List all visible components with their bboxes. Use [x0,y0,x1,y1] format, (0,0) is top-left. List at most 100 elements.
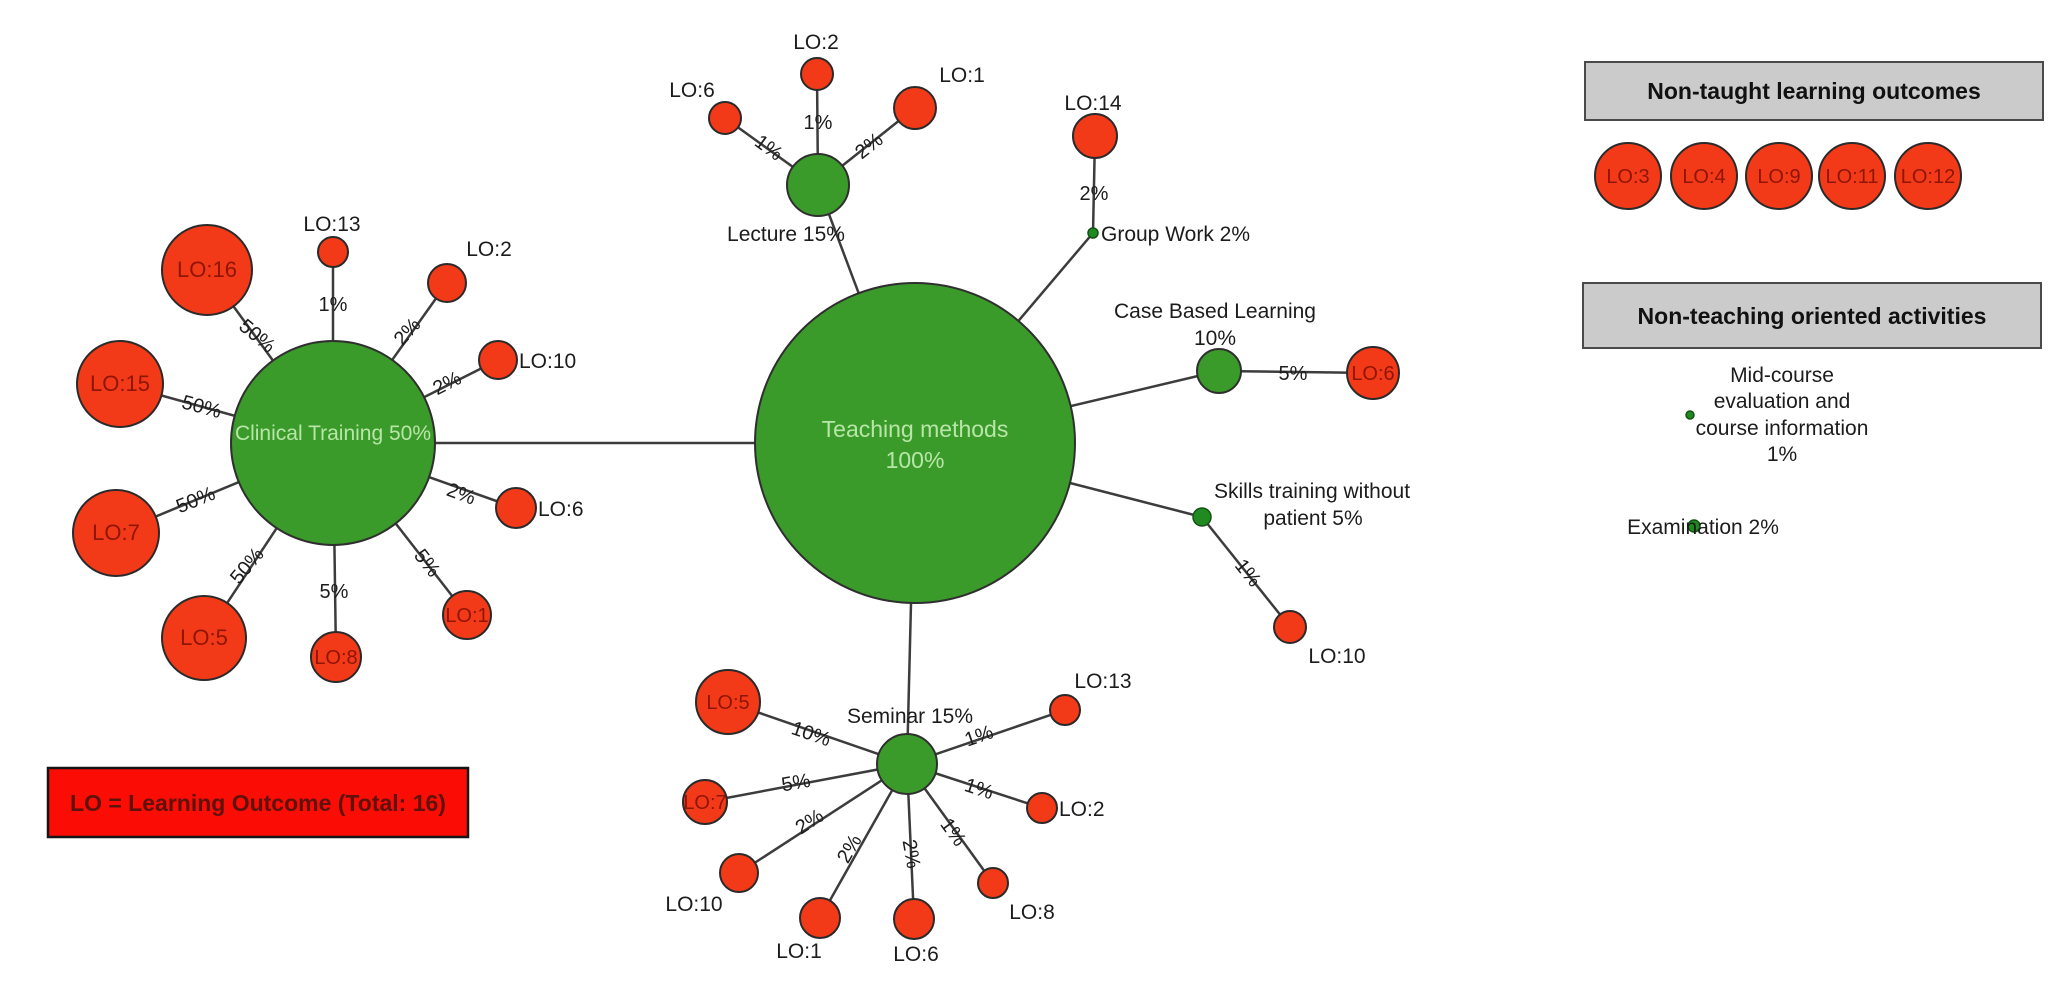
group-work-label: Group Work 2% [1101,223,1250,246]
clinical-lo15-node [76,340,164,428]
seminar-lo8-node [977,867,1009,899]
non-teaching-panel: Non-teaching oriented activities Mid-cou… [1582,282,2042,539]
groupwork-lo14-label: LO:14 [1064,92,1122,115]
casebased-lo6-label: LO:6 [1351,363,1394,385]
groupwork-lo14-pct: 2% [1080,183,1109,205]
seminar-lo6-node [893,898,935,940]
midcourse-line3: course information [1696,417,1869,440]
seminar-lo7-label: LO:7 [683,792,726,814]
seminar-lo7-node [682,779,728,825]
clinical-lo16-pct: 50% [234,315,279,358]
node-labels: Teaching methods 100% Clinical Training … [90,31,1410,966]
clinical-lo8-label: LO:8 [314,647,357,669]
clinical-lo6-label: LO:6 [538,498,584,521]
clinical-lo13-node [317,236,349,268]
seminar-node [876,733,938,795]
lecture-node [786,153,850,217]
legend: LO = Learning Outcome (Total: 16) [46,766,470,839]
clinical-lo2-label: LO:2 [466,238,512,261]
nontaught-lo11-node [1818,142,1886,210]
clinical-lo6-pct: 2% [444,479,479,510]
clinical-lo8-pct: 5% [320,581,349,603]
nontaught-lo3-node [1594,142,1662,210]
midcourse-line2: evaluation and [1714,390,1851,413]
seminar-lo10-label: LO:10 [665,893,722,916]
case-based-label-line1: Case Based Learning [1114,300,1316,323]
seminar-lo10-node [719,853,759,893]
seminar-lo13-label: LO:13 [1074,670,1131,693]
teaching-methods-label-line1: Teaching methods [822,416,1009,442]
legend-box [46,766,470,839]
clinical-lo16-label: LO:16 [177,257,237,282]
seminar-lo6-pct: 2% [898,838,925,871]
edge-seminar-lo10 [738,762,908,875]
skills-lo10-node [1273,610,1307,644]
non-teaching-header-box [1582,282,2042,349]
seminar-lo8-label: LO:8 [1009,901,1055,924]
nontaught-lo12-label: LO:12 [1901,166,1955,188]
nontaught-lo11-label: LO:11 [1826,166,1879,188]
lecture-lo2-pct: 1% [804,112,833,134]
casebased-lo6-node [1346,346,1400,400]
teaching-methods-node [754,282,1076,604]
edge-skills-lo10 [1201,516,1291,628]
group-work-node [1087,227,1099,239]
lecture-lo2-label: LO:2 [793,31,839,54]
lecture-lo1-node [893,86,937,130]
lecture-lo6-pct: 1% [750,131,786,166]
seminar-lo2-label: LO:2 [1059,798,1105,821]
seminar-lo2-pct: 1% [962,774,996,804]
seminar-lo13-node [1049,694,1081,726]
skills-label-line1: Skills training without [1214,480,1410,503]
examination-label: Examination 2% [1627,516,1779,539]
clinical-lo10-label: LO:10 [519,350,576,373]
seminar-lo1-node [799,897,841,939]
seminar-lo1-pct: 2% [833,831,867,867]
skills-training-node [1192,507,1212,527]
clinical-lo7-node [72,489,160,577]
examination-dot [1687,519,1701,533]
clinical-lo8-node [310,631,362,683]
edge-seminar-lo7 [704,762,908,804]
seminar-lo6-label: LO:6 [893,943,939,966]
teaching-methods-label-line2: 100% [886,447,945,473]
non-teaching-title: Non-teaching oriented activities [1638,303,1987,329]
nontaught-lo9-label: LO:9 [1757,166,1800,188]
clinical-lo1-pct: 5% [409,545,444,581]
clinical-lo7-pct: 50% [173,483,219,518]
legend-text: LO = Learning Outcome (Total: 16) [70,790,446,816]
lecture-lo6-label: LO:6 [669,79,715,102]
case-based-learning-node [1196,348,1242,394]
nontaught-lo4-node [1670,142,1738,210]
nontaught-lo9-node [1745,142,1813,210]
skills-lo10-label: LO:10 [1308,645,1365,668]
clinical-lo10-node [478,340,518,380]
seminar-lo1-label: LO:1 [776,940,822,963]
non-taught-header-box [1584,61,2044,121]
seminar-lo7-pct: 5% [780,770,813,797]
midcourse-line1: Mid-course [1730,364,1834,387]
groupwork-lo14-node [1072,113,1118,159]
nontaught-lo12-node [1894,142,1962,210]
clinical-training-label: Clinical Training 50% [235,422,431,445]
clinical-lo13-pct: 1% [319,294,348,316]
seminar-lo2-node [1026,792,1058,824]
seminar-lo5-pct: 10% [788,717,833,751]
seminar-lo5-label: LO:5 [706,692,749,714]
lecture-lo2-node [800,57,834,91]
lecture-label: Lecture 15% [727,223,845,246]
clinical-lo2-node [427,263,467,303]
clinical-lo5-label: LO:5 [180,625,228,650]
non-taught-title: Non-taught learning outcomes [1647,78,1981,104]
casebased-lo6-pct: 5% [1279,363,1308,385]
clinical-lo1-label: LO:1 [445,605,488,627]
case-based-label-line2: 10% [1194,327,1236,350]
midcourse-dot [1685,410,1695,420]
nodes [72,57,1400,940]
nontaught-lo3-label: LO:3 [1606,166,1649,188]
clinical-lo15-pct: 50% [179,391,224,423]
seminar-lo5-node [695,669,761,735]
clinical-training-node [230,340,436,546]
clinical-lo1-node [442,590,492,640]
